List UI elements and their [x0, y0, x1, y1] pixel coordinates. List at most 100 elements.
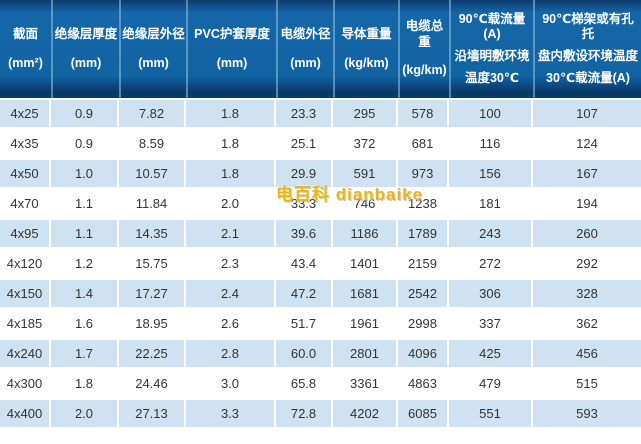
- table-cell: 0.9: [51, 130, 117, 157]
- table-cell: 1681: [333, 280, 396, 307]
- table-cell: 124: [533, 130, 641, 157]
- table-cell: 2.0: [51, 400, 117, 427]
- table-cell: 3.0: [186, 370, 274, 397]
- header-cell-insulation-diameter: 绝缘层外径 (mm): [119, 0, 186, 98]
- table-cell: 156: [449, 160, 531, 187]
- table-cell: 2.1: [186, 220, 274, 247]
- table-cell: 362: [533, 310, 641, 337]
- header-line: 导体重量: [341, 26, 392, 41]
- header-cell-ampacity-tray: 90℃梯架或有孔托 盘内敷设环境温度 30℃载流量(A): [533, 0, 641, 98]
- table-body: 4x25 0.9 7.82 1.8 23.3 295 578 100 107 4x35 0.9 8.5…: [0, 100, 641, 427]
- table-cell: 1.0: [51, 160, 117, 187]
- table-cell: 3.3: [186, 400, 274, 427]
- table-cell: 194: [533, 190, 641, 217]
- table-cell: 72.8: [276, 400, 331, 427]
- header-cell-total-weight: 电缆总重 (kg/km): [398, 0, 449, 98]
- table-cell: 2.6: [186, 310, 274, 337]
- table-cell: 306: [449, 280, 531, 307]
- table-cell: 17.27: [119, 280, 184, 307]
- table-cell: 65.8: [276, 370, 331, 397]
- table-cell: 1.8: [186, 160, 274, 187]
- table-cell: 292: [533, 250, 641, 277]
- table-cell: 60.0: [276, 340, 331, 367]
- table-cell: 0.9: [51, 100, 117, 127]
- table-cell: 1401: [333, 250, 396, 277]
- row-label-cell: 4x70: [0, 190, 49, 217]
- table-cell: 116: [449, 130, 531, 157]
- table-cell: 47.2: [276, 280, 331, 307]
- header-cell-ampacity-wall: 90℃载流量(A) 沿墙明敷环境 温度30℃: [449, 0, 533, 98]
- table-cell: 25.1: [276, 130, 331, 157]
- table-cell: 593: [533, 400, 641, 427]
- table-cell: 2542: [398, 280, 447, 307]
- table-cell: 272: [449, 250, 531, 277]
- table-cell: 10.57: [119, 160, 184, 187]
- header-cell-conductor-weight: 导体重量 (kg/km): [333, 0, 398, 98]
- header-cell-cable-diameter: 电缆外径 (mm): [276, 0, 333, 98]
- header-line: (mm): [290, 55, 321, 70]
- row-label-cell: 4x300: [0, 370, 49, 397]
- table-cell: 3361: [333, 370, 396, 397]
- header-line: (mm): [70, 55, 102, 70]
- header-line: 30℃载流量(A): [546, 70, 630, 85]
- table-cell: 167: [533, 160, 641, 187]
- table-cell: 2.3: [186, 250, 274, 277]
- table-cell: 107: [533, 100, 641, 127]
- table-cell: 8.59: [119, 130, 184, 157]
- table-cell: 578: [398, 100, 447, 127]
- table-cell: 1186: [333, 220, 396, 247]
- header-line: 90℃梯架或有孔托: [542, 11, 634, 42]
- table-cell: 2159: [398, 250, 447, 277]
- table-cell: 24.46: [119, 370, 184, 397]
- table-cell: 591: [333, 160, 396, 187]
- row-label-cell: 4x35: [0, 130, 49, 157]
- table-cell: 1238: [398, 190, 447, 217]
- header-cell-insulation-thickness: 绝缘层厚度 (mm): [51, 0, 119, 98]
- row-label-cell: 4x120: [0, 250, 49, 277]
- table-cell: 33.3: [276, 190, 331, 217]
- table-cell: 51.7: [276, 310, 331, 337]
- table-cell: 1.6: [51, 310, 117, 337]
- table-cell: 18.95: [119, 310, 184, 337]
- table-cell: 515: [533, 370, 641, 397]
- header-line: PVC护套厚度: [194, 26, 270, 41]
- row-label-cell: 4x185: [0, 310, 49, 337]
- table-cell: 181: [449, 190, 531, 217]
- table-cell: 1.8: [186, 100, 274, 127]
- table-cell: 4863: [398, 370, 447, 397]
- table-cell: 1.8: [186, 130, 274, 157]
- header-line: (kg/km): [402, 63, 447, 78]
- table-cell: 100: [449, 100, 531, 127]
- table-cell: 2.4: [186, 280, 274, 307]
- row-label-cell: 4x95: [0, 220, 49, 247]
- row-label-cell: 4x240: [0, 340, 49, 367]
- table-cell: 1789: [398, 220, 447, 247]
- header-line: 绝缘层外径: [122, 26, 185, 41]
- header-line: (mm): [216, 55, 248, 70]
- table-header-row: 截面 (mm²) 绝缘层厚度 (mm) 绝缘层外径 (mm) PVC护套厚度 (…: [0, 0, 641, 98]
- header-line: 绝缘层厚度: [54, 26, 118, 41]
- table-cell: 4096: [398, 340, 447, 367]
- table-cell: 39.6: [276, 220, 331, 247]
- table-cell: 7.82: [119, 100, 184, 127]
- table-cell: 14.35: [119, 220, 184, 247]
- row-label-cell: 4x25: [0, 100, 49, 127]
- header-line: 温度30℃: [464, 70, 520, 85]
- table-cell: 15.75: [119, 250, 184, 277]
- table-cell: 1.7: [51, 340, 117, 367]
- header-line: 截面: [12, 26, 38, 41]
- header-line: 电缆总重: [405, 19, 444, 49]
- table-cell: 2.0: [186, 190, 274, 217]
- table-cell: 243: [449, 220, 531, 247]
- table-cell: 43.4: [276, 250, 331, 277]
- table-cell: 2801: [333, 340, 396, 367]
- table-cell: 456: [533, 340, 641, 367]
- table-cell: 746: [333, 190, 396, 217]
- table-cell: 337: [449, 310, 531, 337]
- header-line: 沿墙明敷环境: [454, 49, 530, 63]
- row-label-cell: 4x400: [0, 400, 49, 427]
- table-cell: 1961: [333, 310, 396, 337]
- header-line: (mm²): [8, 55, 43, 70]
- table-cell: 1.4: [51, 280, 117, 307]
